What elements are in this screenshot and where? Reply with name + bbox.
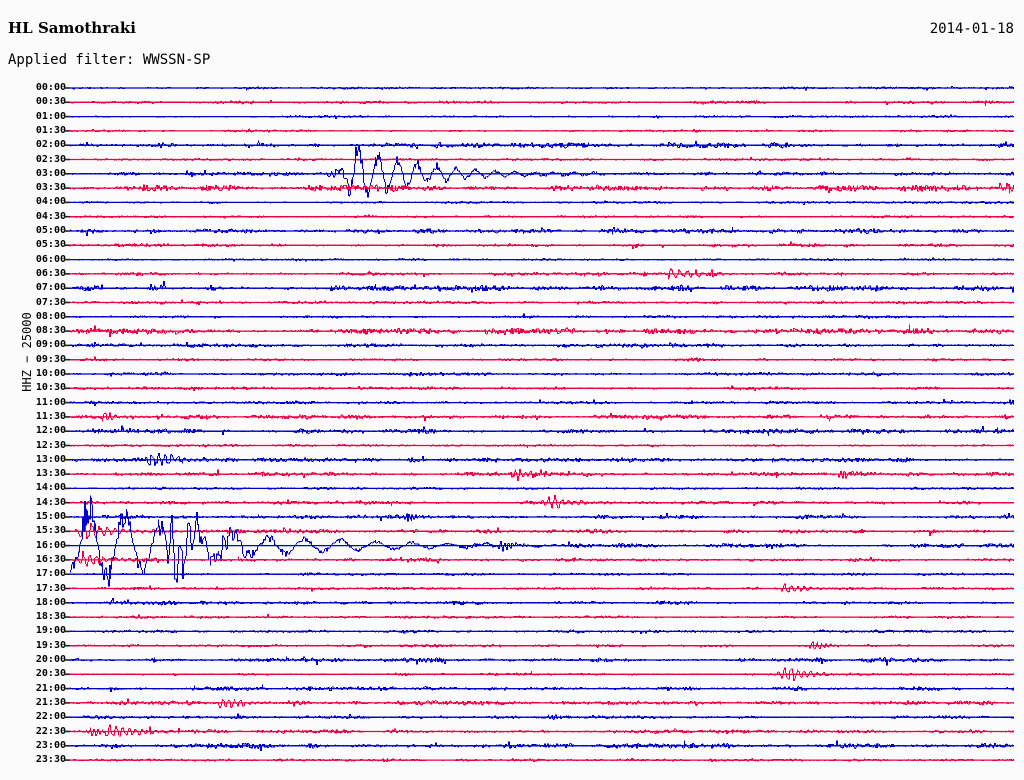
y-tick-label: 10:00 bbox=[35, 368, 66, 379]
y-tick-label: 19:00 bbox=[35, 625, 66, 637]
y-tick-label: 09:00 bbox=[35, 339, 66, 351]
y-tick-label: 04:30 bbox=[35, 210, 66, 222]
applied-filter-label: Applied filter: WWSSN-SP bbox=[8, 52, 211, 68]
y-tick-label: 22:30 bbox=[35, 725, 66, 737]
y-tick-label: 14:30 bbox=[35, 496, 66, 508]
y-tick-label: 01:30 bbox=[35, 124, 66, 136]
y-tick-label: 06:30 bbox=[35, 267, 66, 279]
y-tick-label: 03:00 bbox=[35, 167, 66, 179]
y-tick-label: 02:30 bbox=[35, 153, 66, 165]
y-tick-label: 13:30 bbox=[35, 468, 66, 480]
y-tick-label: 15:00 bbox=[35, 511, 66, 522]
y-tick-label: 20:00 bbox=[35, 654, 66, 665]
y-tick-label: 11:00 bbox=[35, 396, 66, 408]
y-axis-tick-labels: 00:00 00:30 01:00 01:30 02:00 02:30 03:00 03:30… bbox=[14, 0, 66, 780]
y-tick-label: 06:00 bbox=[35, 253, 66, 265]
y-tick-label: 18:00 bbox=[35, 596, 66, 608]
y-tick-label: 09:30 bbox=[35, 353, 66, 365]
y-tick-label: 12:30 bbox=[35, 439, 66, 451]
y-tick-label: 08:30 bbox=[35, 325, 66, 337]
record-date: 2014-01-18 bbox=[929, 21, 1014, 37]
y-tick-label: 15:30 bbox=[35, 525, 66, 537]
y-tick-label: 02:00 bbox=[35, 139, 66, 151]
y-tick-label: 00:00 bbox=[35, 82, 66, 93]
y-tick-label: 07:30 bbox=[35, 296, 66, 308]
y-tick-label: 10:30 bbox=[35, 382, 66, 394]
y-tick-label: 17:00 bbox=[35, 568, 66, 580]
y-tick-label: 16:00 bbox=[35, 539, 66, 551]
y-tick-label: 12:00 bbox=[35, 425, 66, 437]
y-tick-label: 05:00 bbox=[35, 225, 66, 236]
y-tick-label: 00:30 bbox=[35, 96, 66, 108]
y-tick-label: 19:30 bbox=[35, 639, 66, 651]
y-tick-label: 23:30 bbox=[35, 754, 66, 766]
y-tick-label: 08:00 bbox=[35, 310, 66, 322]
y-tick-label: 20:30 bbox=[35, 668, 66, 680]
y-tick-label: 11:30 bbox=[35, 410, 66, 422]
y-tick-label: 14:00 bbox=[35, 482, 66, 494]
y-tick-label: 21:30 bbox=[35, 696, 66, 708]
page-title: HL Samothraki bbox=[8, 19, 136, 37]
y-tick-label: 01:00 bbox=[35, 110, 66, 122]
y-tick-label: 03:30 bbox=[35, 182, 66, 194]
y-tick-label: 05:30 bbox=[35, 239, 66, 251]
y-tick-label: 07:00 bbox=[35, 282, 66, 294]
y-tick-label: 21:00 bbox=[35, 682, 66, 694]
y-tick-label: 23:00 bbox=[35, 739, 66, 751]
y-tick-label: 18:30 bbox=[35, 611, 66, 623]
y-tick-label: 04:00 bbox=[35, 196, 66, 208]
y-tick-label: 16:30 bbox=[35, 553, 66, 565]
y-tick-label: 13:00 bbox=[35, 453, 66, 465]
y-tick-label: 17:30 bbox=[35, 582, 66, 594]
y-tick-label: 22:00 bbox=[35, 711, 66, 723]
